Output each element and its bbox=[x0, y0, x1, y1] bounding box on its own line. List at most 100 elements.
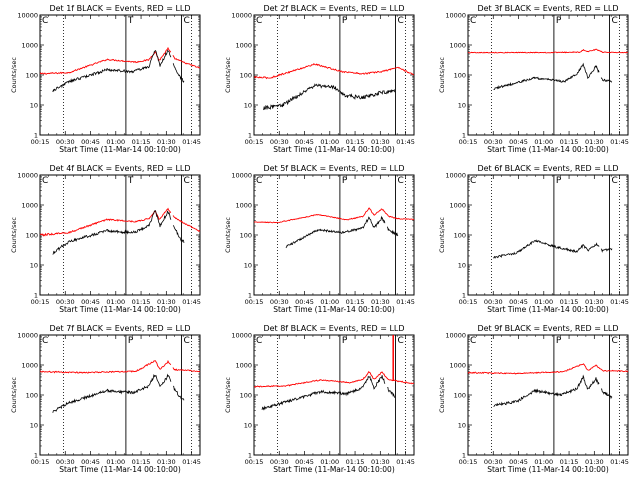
y-tick-label: 1000 bbox=[235, 362, 252, 370]
y-tick-label: 1000 bbox=[235, 202, 252, 210]
y-tick-label: 100 bbox=[454, 232, 466, 240]
attenuator-flag: P bbox=[128, 336, 134, 346]
x-axis-label: Start Time (11-Mar-14 00:10:00) bbox=[273, 145, 395, 154]
x-tick-label: 01:30 bbox=[371, 298, 390, 306]
x-tick-label: 01:30 bbox=[585, 298, 604, 306]
x-tick-label: 00:30 bbox=[484, 138, 503, 146]
attenuator-flag: C bbox=[611, 16, 617, 26]
x-tick-label: 01:45 bbox=[182, 458, 201, 466]
y-tick-label: 1 bbox=[34, 452, 38, 460]
x-tick-label: 00:30 bbox=[56, 298, 75, 306]
y-tick-label: 1 bbox=[34, 292, 38, 300]
y-tick-label: 10000 bbox=[17, 172, 38, 180]
x-tick-label: 01:45 bbox=[396, 458, 415, 466]
attenuator-flag: C bbox=[470, 336, 476, 346]
x-tick-label: 01:30 bbox=[157, 458, 176, 466]
y-tick-label: 10000 bbox=[445, 172, 466, 180]
y-axis-label: Counts/sec bbox=[224, 377, 232, 413]
attenuator-flag: P bbox=[342, 336, 348, 346]
lld-rate-line bbox=[253, 370, 415, 388]
x-tick-label: 01:15 bbox=[560, 458, 579, 466]
events-rate-line bbox=[261, 375, 396, 411]
y-axis-label: Counts/sec bbox=[10, 377, 18, 413]
attenuator-flag: C bbox=[397, 176, 403, 186]
y-tick-label: 100 bbox=[240, 72, 252, 80]
x-tick-label: 00:45 bbox=[509, 458, 528, 466]
panel-title: Det 8f BLACK = Events, RED = LLD bbox=[263, 324, 404, 333]
lld-rate-line bbox=[254, 63, 415, 80]
y-tick-label: 1 bbox=[462, 452, 466, 460]
x-tick-label: 01:00 bbox=[106, 458, 125, 466]
y-tick-label: 10000 bbox=[231, 172, 252, 180]
attenuator-flag: C bbox=[183, 16, 189, 26]
y-tick-label: 100 bbox=[454, 72, 466, 80]
x-tick-label: 01:30 bbox=[157, 298, 176, 306]
lld-rate-line bbox=[39, 207, 201, 237]
attenuator-flag: T bbox=[127, 176, 134, 186]
x-tick-label: 00:15 bbox=[459, 138, 478, 146]
x-tick-label: 00:30 bbox=[484, 298, 503, 306]
x-tick-label: 01:00 bbox=[106, 138, 125, 146]
lld-rate-line bbox=[467, 48, 628, 54]
attenuator-flag: C bbox=[611, 336, 617, 346]
panel-title: Det 9f BLACK = Events, RED = LLD bbox=[477, 324, 618, 333]
events-rate-line bbox=[493, 239, 613, 259]
events-rate-line bbox=[52, 210, 185, 255]
y-tick-label: 1000 bbox=[235, 42, 252, 50]
x-tick-label: 01:00 bbox=[534, 298, 553, 306]
y-tick-label: 10 bbox=[30, 422, 38, 430]
y-axis-label: Counts/sec bbox=[10, 217, 18, 253]
x-tick-label: 01:45 bbox=[610, 138, 629, 146]
panel-det-3: Det 3f BLACK = Events, RED = LLD 1 10 100 10… bbox=[438, 4, 629, 154]
panel-det-8: Det 8f BLACK = Events, RED = LLD 1 10 100 10… bbox=[224, 324, 415, 474]
attenuator-flag: C bbox=[183, 336, 189, 346]
x-tick-label: 01:00 bbox=[320, 138, 339, 146]
x-tick-label: 01:00 bbox=[534, 458, 553, 466]
x-tick-label: 00:30 bbox=[270, 138, 289, 146]
x-tick-label: 00:15 bbox=[459, 458, 478, 466]
x-tick-label: 01:00 bbox=[320, 298, 339, 306]
attenuator-flag: C bbox=[256, 16, 262, 26]
y-tick-label: 10000 bbox=[231, 332, 252, 340]
x-tick-label: 01:45 bbox=[610, 458, 629, 466]
y-tick-label: 10 bbox=[458, 262, 466, 270]
attenuator-flag: C bbox=[42, 176, 48, 186]
x-tick-label: 00:30 bbox=[270, 458, 289, 466]
panel-det-6: Det 6f BLACK = Events, RED = LLD 1 10 100 10… bbox=[438, 164, 629, 314]
attenuator-flag: C bbox=[256, 176, 262, 186]
x-tick-label: 01:45 bbox=[396, 138, 415, 146]
x-tick-label: 01:45 bbox=[396, 298, 415, 306]
x-tick-label: 00:45 bbox=[509, 298, 528, 306]
attenuator-flag: P bbox=[556, 176, 562, 186]
attenuator-flag: P bbox=[556, 336, 562, 346]
panel-title: Det 1f BLACK = Events, RED = LLD bbox=[49, 4, 190, 13]
y-tick-label: 1 bbox=[248, 292, 252, 300]
panel-title: Det 2f BLACK = Events, RED = LLD bbox=[263, 4, 404, 13]
x-tick-label: 01:30 bbox=[585, 458, 604, 466]
plot-frame bbox=[253, 174, 415, 296]
y-tick-label: 1000 bbox=[21, 362, 38, 370]
x-axis-label: Start Time (11-Mar-14 00:10:00) bbox=[273, 305, 395, 314]
x-tick-label: 00:15 bbox=[31, 138, 50, 146]
y-tick-label: 100 bbox=[26, 232, 38, 240]
x-tick-label: 01:00 bbox=[106, 298, 125, 306]
panel-title: Det 4f BLACK = Events, RED = LLD bbox=[49, 164, 190, 173]
x-tick-label: 01:15 bbox=[346, 458, 365, 466]
panel-title: Det 5f BLACK = Events, RED = LLD bbox=[263, 164, 404, 173]
attenuator-flag: C bbox=[470, 176, 476, 186]
y-tick-label: 100 bbox=[240, 392, 252, 400]
attenuator-flag: P bbox=[556, 16, 562, 26]
attenuator-flag: C bbox=[183, 176, 189, 186]
plot-frame bbox=[39, 334, 201, 456]
x-axis-label: Start Time (11-Mar-14 00:10:00) bbox=[487, 305, 609, 314]
y-tick-label: 10 bbox=[244, 262, 252, 270]
plot-frame bbox=[39, 14, 201, 136]
plot-frame bbox=[467, 334, 629, 456]
x-tick-label: 00:15 bbox=[245, 138, 264, 146]
panel-det-2: Det 2f BLACK = Events, RED = LLD 1 10 100 10… bbox=[224, 4, 415, 154]
attenuator-flag: P bbox=[342, 176, 348, 186]
x-tick-label: 00:15 bbox=[31, 298, 50, 306]
events-rate-line bbox=[52, 49, 185, 93]
x-tick-label: 00:45 bbox=[295, 138, 314, 146]
y-tick-label: 1 bbox=[34, 132, 38, 140]
